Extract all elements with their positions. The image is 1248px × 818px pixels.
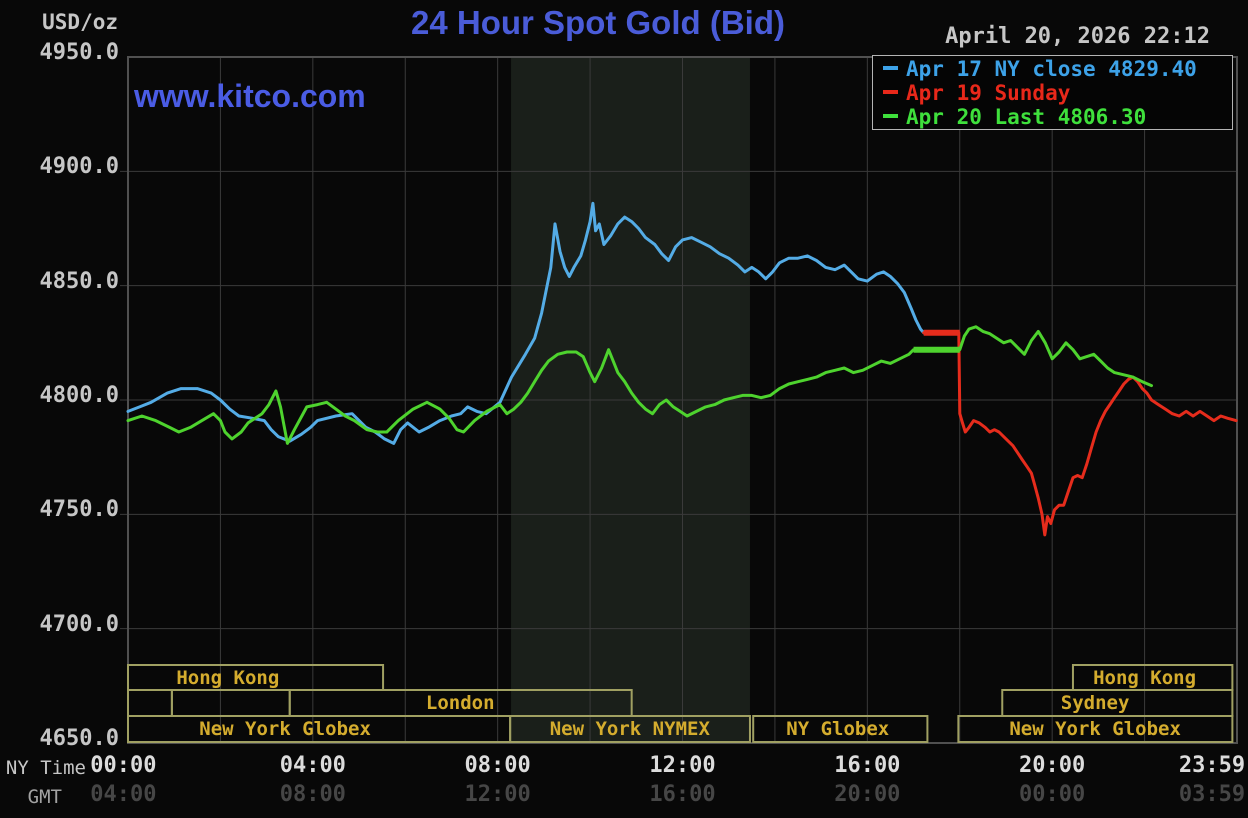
session-label: New York Globex: [199, 718, 371, 740]
legend-item-label: Apr 19 Sunday: [906, 81, 1071, 105]
ny-time-tick: 08:00: [464, 753, 531, 778]
y-tick-label: 4900.0: [39, 154, 119, 180]
ny-time-axis-label: NY Time: [5, 757, 86, 779]
session-box: [752, 715, 929, 743]
session-label: New York NYMEX: [549, 718, 710, 740]
y-tick-label: 4750.0: [39, 497, 119, 523]
legend-item-label: Apr 17 NY close 4829.40: [906, 57, 1197, 81]
session-label: New York Globex: [1009, 718, 1181, 740]
legend-item-label: Apr 20 Last 4806.30: [906, 105, 1147, 129]
y-tick-label: 4800.0: [39, 383, 119, 408]
gmt-tick: 03:59: [1178, 782, 1246, 807]
price-line-apr-20: [126, 325, 1153, 445]
session-label: NY Globex: [786, 718, 890, 740]
legend: Apr 17 NY close 4829.40 Apr 19 Sunday Apr …: [872, 55, 1233, 130]
chart-timestamp: April 20, 2026 22:12: [945, 24, 1210, 49]
session-box: [170, 689, 291, 717]
price-line-apr-17: [126, 201, 926, 445]
ny-time-tick: 00:00: [90, 753, 157, 778]
gmt-tick: 20:00: [834, 782, 901, 807]
session-box: [127, 689, 173, 717]
session-label: London: [425, 692, 495, 714]
ny-time-tick: 23:59: [1178, 753, 1246, 778]
gmt-axis-label: GMT: [27, 786, 62, 808]
chart-title: 24 Hour Spot Gold (Bid): [411, 4, 785, 41]
ny-time-tick: 20:00: [1019, 753, 1086, 778]
gmt-tick: 04:00: [90, 782, 157, 807]
kitco-watermark: www.kitco.com: [134, 78, 366, 114]
ny-time-tick: 16:00: [834, 753, 901, 778]
gmt-tick: 16:00: [649, 782, 716, 807]
y-axis-unit-label: USD/oz: [42, 10, 118, 34]
legend-item: Apr 19 Sunday: [881, 81, 1232, 105]
legend-dash-icon: [883, 89, 898, 94]
session-box: [509, 715, 751, 743]
legend-dash-icon: [883, 113, 898, 118]
y-tick-label: 4650.0: [39, 726, 119, 751]
y-tick-label: 4950.0: [39, 40, 119, 65]
y-tick-label: 4850.0: [39, 268, 119, 294]
session-box: [957, 715, 1234, 743]
legend-item: Apr 17 NY close 4829.40: [881, 57, 1232, 81]
session-label: Sydney: [1060, 692, 1130, 714]
session-label: Hong Kong: [176, 666, 280, 689]
legend-dash-icon: [883, 65, 898, 70]
gmt-tick: 00:00: [1019, 782, 1086, 807]
ny-time-tick: 12:00: [649, 753, 716, 778]
gmt-tick: 08:00: [279, 782, 346, 807]
gmt-tick: 12:00: [464, 782, 531, 807]
legend-item: Apr 20 Last 4806.30: [881, 105, 1232, 129]
ny-time-tick: 04:00: [279, 753, 346, 778]
session-label: Hong Kong: [1093, 666, 1197, 689]
y-tick-label: 4700.0: [39, 611, 119, 637]
price-line-apr-19: [922, 331, 1238, 537]
